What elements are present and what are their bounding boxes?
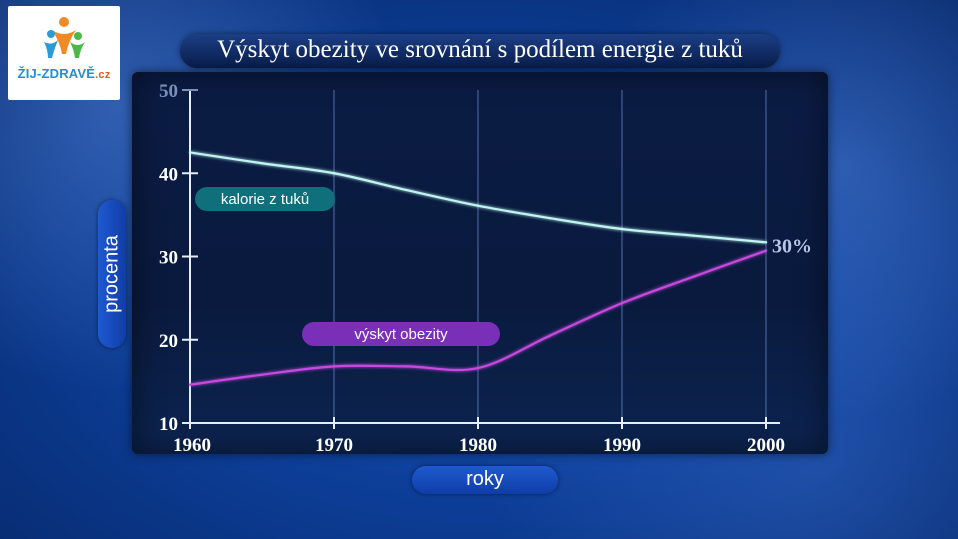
site-logo[interactable]: ŽIJ-ZDRAVĚ.cz — [8, 6, 120, 100]
logo-text: ŽIJ-ZDRAVĚ.cz — [8, 66, 120, 81]
x-axis-label: roky — [466, 468, 504, 490]
y-tick-label-20: 20 — [159, 331, 178, 352]
logo-text-main: ŽIJ-ZDRAVĚ — [17, 66, 96, 81]
series-label-1: výskyt obezity — [354, 326, 448, 343]
series-0-point-1970 — [332, 172, 336, 175]
series-label-0: kalorie z tuků — [221, 191, 309, 208]
series-1-point-1985 — [548, 334, 552, 337]
logo-figures-icon — [44, 17, 85, 58]
series-0-point-2000 — [764, 241, 768, 244]
end-annotation-label: 30% — [772, 235, 812, 257]
series-label-pill-1 — [302, 322, 500, 346]
series-0-point-1995 — [692, 234, 696, 237]
x-axis-label-background — [412, 466, 558, 494]
series-0-point-1980 — [476, 204, 480, 207]
logo-text-suffix: .cz — [95, 69, 111, 81]
x-tick-label-1980: 1980 — [459, 435, 497, 456]
grid-lines — [333, 90, 767, 423]
series-1-point-1975 — [404, 365, 408, 368]
series-0-point-1965 — [260, 162, 264, 165]
y-tick-label-10: 10 — [159, 414, 178, 435]
series-lines — [188, 151, 768, 386]
y-axis-label-background — [98, 200, 126, 348]
x-tick-label-1960: 1960 — [173, 435, 211, 456]
logo-body-orange — [52, 30, 76, 54]
y-tick-label-30: 30 — [159, 248, 178, 269]
axes: 10 20 30 40 50 1960 1970 1980 1990 2000 — [159, 81, 785, 456]
series-1-point-1990 — [620, 301, 624, 305]
series-1-point-1970 — [332, 365, 336, 368]
series-1-point-1980 — [476, 366, 480, 370]
x-tick-label-1970: 1970 — [315, 435, 353, 456]
series-0-point-1985 — [548, 217, 552, 220]
series-0-point-1975 — [404, 188, 408, 192]
series-1-point-1995 — [692, 275, 696, 278]
plot-panel — [132, 72, 828, 454]
y-tick-label-40: 40 — [159, 164, 178, 185]
series-0-point-1990 — [620, 227, 624, 231]
series-1-point-2000 — [764, 249, 768, 252]
series-1-point-1965 — [260, 373, 264, 376]
logo-body-blue — [44, 40, 58, 58]
logo-head-orange — [59, 17, 69, 27]
series-label-pill-0 — [195, 187, 335, 211]
title-background — [180, 34, 780, 68]
series-1-point-1960 — [188, 383, 192, 386]
chart-title: Výskyt obezity ve srovnání s podílem ene… — [217, 36, 743, 63]
series-labels: kalorie z tuků výskyt obezity 30% — [195, 187, 812, 346]
y-tick-label-50: 50 — [159, 81, 178, 102]
logo-head-blue — [47, 30, 55, 38]
logo-head-green — [74, 32, 82, 40]
x-tick-label-1990: 1990 — [603, 435, 641, 456]
series-0-point-1960 — [188, 151, 192, 154]
logo-body-green — [70, 42, 85, 58]
x-tick-label-2000: 2000 — [747, 435, 785, 456]
